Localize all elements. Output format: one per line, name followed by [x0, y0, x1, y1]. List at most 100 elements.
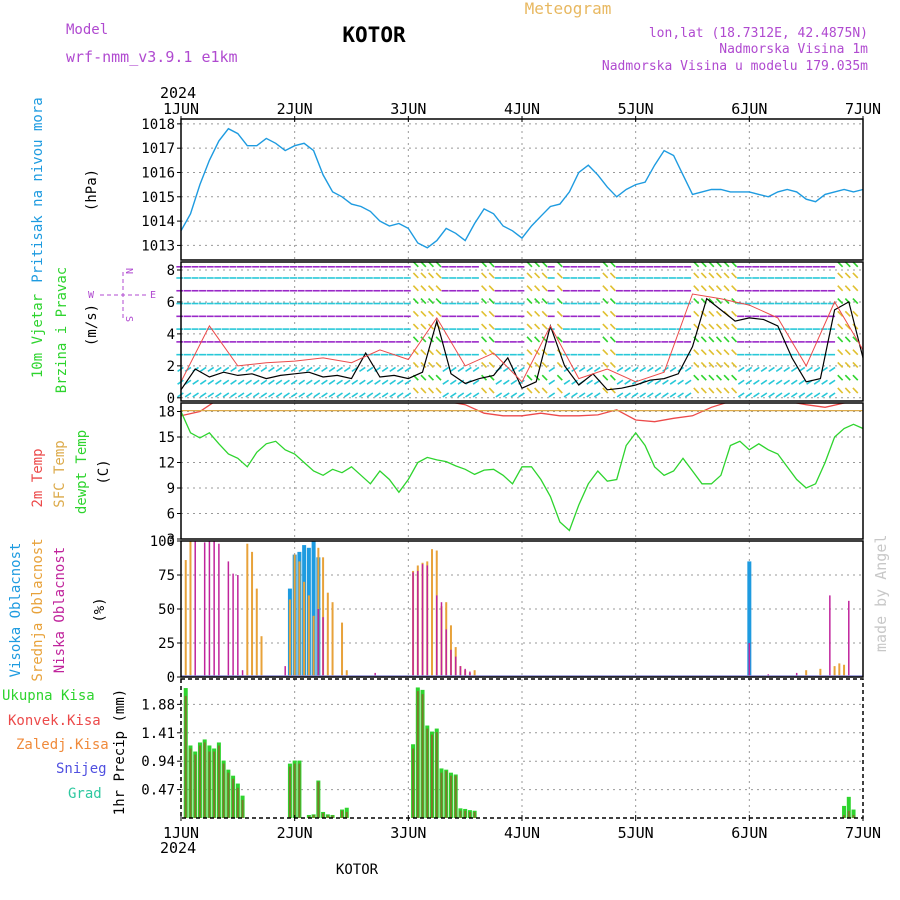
wind-vector: [427, 336, 435, 343]
wind-vector: [844, 336, 851, 343]
wind-vector: [828, 379, 836, 385]
wind-vector: [715, 387, 722, 394]
wind-vector: [731, 387, 738, 394]
precip-convective-bar: [421, 694, 424, 818]
cloud-mid-bar: [298, 561, 301, 677]
year-top: 2024: [160, 84, 196, 102]
wind-vector: [534, 323, 541, 330]
wind-vector: [526, 297, 533, 305]
cloud-mid-bar: [288, 599, 291, 677]
wind-vector: [783, 366, 791, 373]
wind-vector: [609, 323, 616, 330]
wind-vector: [631, 366, 639, 373]
cloud-low-bar: [748, 643, 751, 677]
ytick-label-cloud_cover: 25: [158, 636, 175, 652]
wind-vector: [321, 379, 328, 385]
cloud-mid-bar: [255, 588, 258, 677]
wind-vector: [602, 272, 609, 279]
wind-vector: [518, 392, 525, 398]
wind-vector: [298, 379, 306, 385]
wind-vector: [366, 392, 374, 398]
wind-vector: [639, 392, 647, 398]
precip-axis-label: 1hr Precip (mm): [112, 689, 128, 815]
wind-vector: [328, 392, 336, 398]
wind-vector: [708, 310, 715, 317]
wind-vector: [435, 297, 442, 305]
wind-vector: [700, 272, 707, 279]
precip-convective-bar: [852, 814, 855, 818]
wind-vector: [609, 349, 616, 356]
wind-vector: [275, 379, 283, 385]
wind-vector: [813, 366, 821, 373]
wind-vector: [715, 285, 722, 292]
precip-convective-bar: [217, 745, 220, 818]
wind-vector: [510, 392, 518, 398]
cloud-low-bar: [417, 570, 419, 677]
wind-vector: [556, 336, 563, 343]
wind-vector: [328, 366, 336, 373]
ytick-label-wind: 4: [167, 327, 175, 343]
wind-vector: [731, 361, 738, 369]
wind-vector: [844, 387, 851, 394]
wind-vector: [534, 387, 541, 394]
wind-vector: [207, 379, 215, 385]
wind-vector: [488, 285, 495, 292]
wind-vector: [602, 387, 609, 394]
cloud-mid-bar: [293, 554, 296, 677]
wind-vector: [828, 366, 836, 373]
wind-vector: [609, 361, 616, 369]
ytick-label-temperature: 6: [167, 507, 175, 523]
cloud-mid-bar: [189, 541, 192, 677]
ytick-label-cloud_cover: 75: [158, 568, 175, 584]
wind-vector: [684, 366, 692, 373]
wind-vector: [753, 392, 760, 398]
cloud-low-bar: [464, 668, 466, 677]
precip-convective-bar: [341, 810, 344, 818]
wind-vector: [457, 392, 465, 398]
ytick-label-temperature: 12: [158, 456, 175, 472]
wind-vector: [260, 392, 268, 398]
wind-vector: [806, 392, 813, 398]
wind-vector: [806, 366, 813, 373]
precip-convective-bar: [459, 810, 462, 818]
xtick-label-bottom: 2JUN: [277, 824, 313, 842]
cloud-mid-bar: [838, 663, 841, 677]
wind-vector: [844, 285, 851, 292]
wind-vector: [669, 392, 677, 398]
wind-vector: [245, 379, 253, 385]
wind-vector: [351, 379, 359, 385]
wind-vector: [526, 387, 533, 394]
wind-vector: [760, 379, 768, 385]
wind-vector: [548, 366, 556, 373]
wind-speed-line: [180, 297, 864, 391]
precip-convective-bar: [227, 772, 230, 818]
cloud-label-1: Visoka Oblacnost: [8, 543, 24, 678]
wind-vector: [268, 366, 275, 373]
wind-unit: (m/s): [84, 304, 100, 346]
wind-vector: [412, 387, 419, 394]
wind-vector: [775, 392, 783, 398]
cloud-low-bar: [426, 565, 429, 677]
precip-convective-bar: [222, 763, 225, 818]
precip-convective-bar: [293, 763, 296, 818]
wind-vector: [753, 379, 760, 385]
cloud-low-bar: [374, 672, 376, 677]
wind-vector: [541, 349, 548, 356]
wind-vector: [693, 272, 700, 279]
wind-vector: [290, 379, 298, 385]
wind-vector: [639, 366, 647, 373]
wind-vector: [731, 310, 738, 317]
wind-vector: [313, 392, 321, 398]
wind-vector: [534, 285, 541, 292]
wind-vector: [381, 379, 389, 385]
wind-vector: [283, 392, 290, 398]
wind-vector: [215, 366, 222, 373]
wind-vector: [526, 310, 533, 317]
wind-vector: [420, 374, 427, 381]
wind-vector: [700, 361, 707, 369]
wind-vector: [624, 379, 631, 385]
wind-vector: [731, 323, 738, 330]
precip-convective-bar: [326, 815, 329, 818]
wind-vector: [775, 379, 783, 385]
wind-vector: [852, 272, 859, 279]
